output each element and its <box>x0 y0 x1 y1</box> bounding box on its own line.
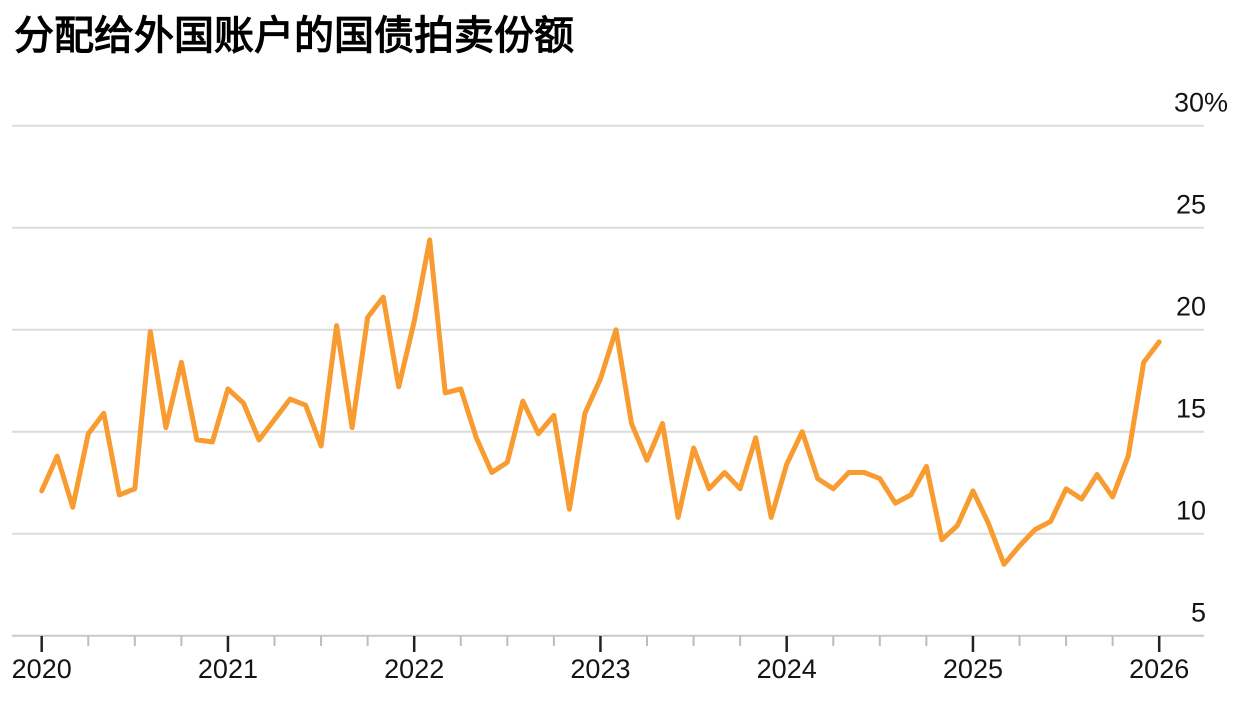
x-axis-label: 2021 <box>198 654 258 684</box>
x-axis-label: 2020 <box>12 654 72 684</box>
chart-title: 分配给外国账户的国债拍卖份额 <box>14 14 574 58</box>
x-axis-label: 2025 <box>943 654 1003 684</box>
y-axis-label: 20 <box>1176 292 1206 322</box>
x-axis-label: 2024 <box>757 654 817 684</box>
x-axis-label: 2023 <box>570 654 630 684</box>
data-line <box>39 237 1162 567</box>
x-axis-label: 2022 <box>384 654 444 684</box>
y-axis-label: 10 <box>1176 496 1206 526</box>
x-axis-label: 2026 <box>1129 654 1189 684</box>
y-axis-label: 25 <box>1176 190 1206 220</box>
y-axis-label: 30% <box>1174 88 1228 118</box>
y-axis-label: 15 <box>1176 394 1206 424</box>
y-axis-label: 5 <box>1191 598 1206 628</box>
